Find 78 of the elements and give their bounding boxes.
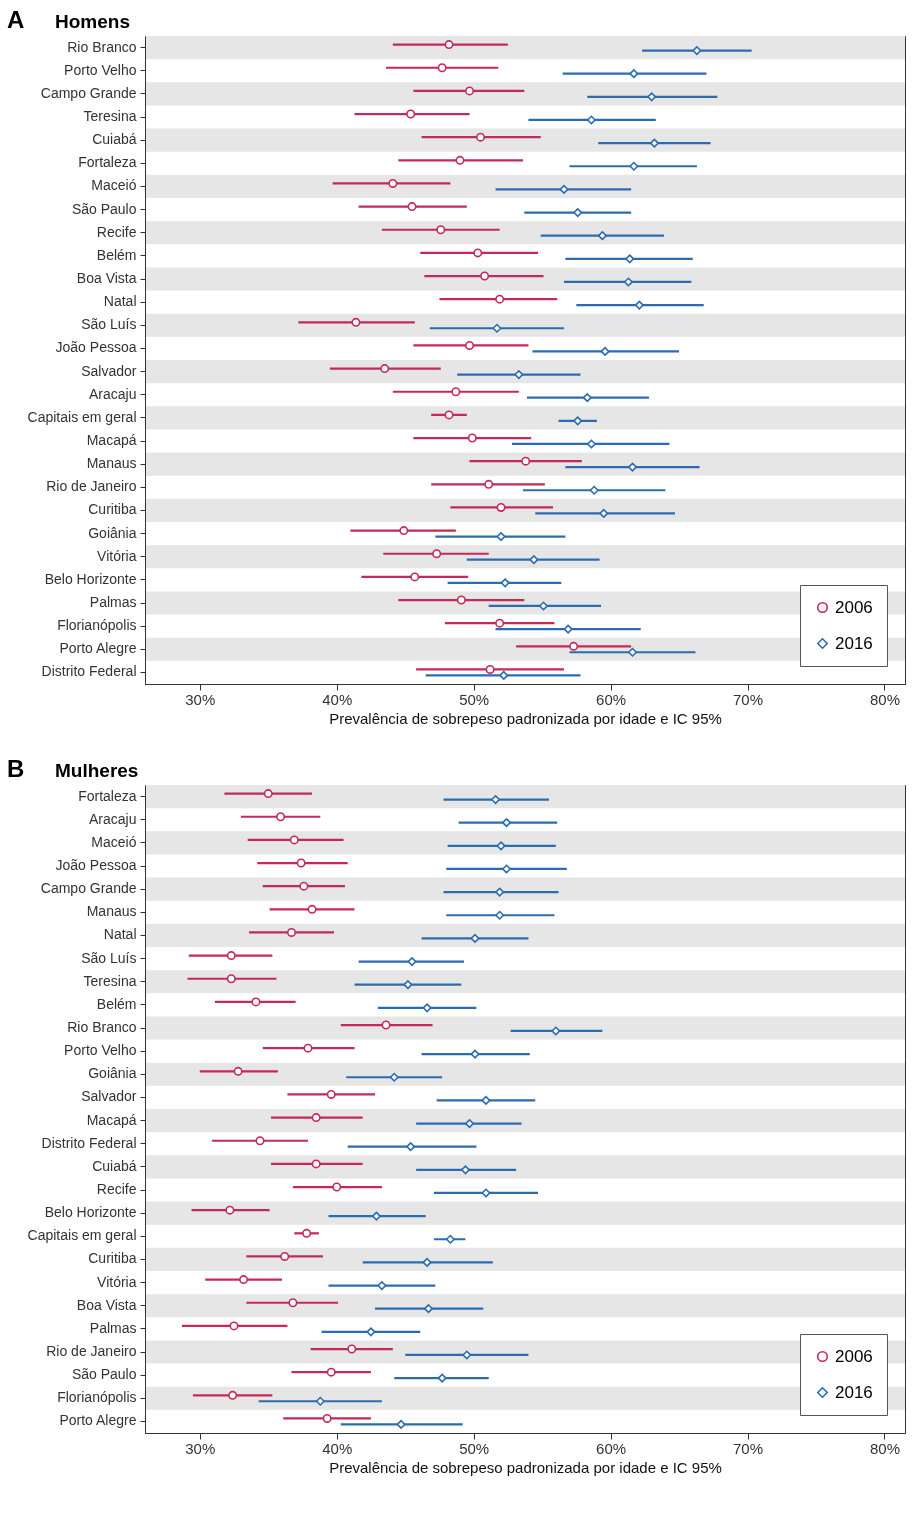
y-tick-label: Salvador <box>81 1088 137 1105</box>
x-tick-label: 40% <box>322 690 353 708</box>
y-tick-label: Curitiba <box>88 1250 137 1267</box>
y-tick-label: Maceió <box>91 833 137 850</box>
y-tick-label: Boa Vista <box>76 1296 137 1313</box>
y-tick-label: Porto Velho <box>64 61 137 78</box>
y-tick-label: Belém <box>96 246 137 263</box>
y-tick-label: Campo Grande <box>40 880 137 897</box>
text: B <box>7 755 25 782</box>
x-tick-label: 80% <box>869 1439 900 1457</box>
legend-label: 2016 <box>835 1382 873 1402</box>
chart-title: Mulheres <box>55 760 139 781</box>
y-tick-label: Belo Horizonte <box>44 1204 137 1221</box>
y-tick-label: Macapá <box>86 1111 137 1128</box>
y-tick-label: São Luís <box>81 316 137 333</box>
y-tick-label: Belém <box>96 995 137 1012</box>
x-tick-label: 70% <box>733 690 764 708</box>
y-tick-label: Teresina <box>83 972 137 989</box>
y-tick-label: Goiânia <box>88 524 137 541</box>
y-tick-label: Curitiba <box>88 501 137 518</box>
y-tick-label: Manaus <box>86 903 137 920</box>
y-tick-label: Natal <box>103 926 137 943</box>
y-tick-label: Aracaju <box>89 385 137 402</box>
y-tick-label: João Pessoa <box>55 339 137 356</box>
y-tick-label: Porto Velho <box>64 1042 137 1059</box>
y-tick-label: Fortaleza <box>78 154 137 171</box>
y-tick-label: Macapá <box>86 432 137 448</box>
y-tick-label: Palmas <box>89 1319 137 1336</box>
legend-label: 2006 <box>835 1346 873 1366</box>
y-tick-label: São Paulo <box>71 200 137 217</box>
y-tick-label: Vitória <box>97 1273 137 1290</box>
y-tick-label: Florianópolis <box>57 1389 137 1406</box>
y-tick-label: Belo Horizonte <box>44 570 137 587</box>
y-tick-label: Fortaleza <box>78 787 137 804</box>
y-tick-label: Capitais em geral <box>27 1227 137 1244</box>
legend-label: 2006 <box>835 597 873 617</box>
x-tick-label: 60% <box>596 1439 627 1457</box>
y-tick-label: Recife <box>96 1181 137 1197</box>
y-tick-label: Maceió <box>91 177 137 194</box>
x-tick-label: 50% <box>459 1439 490 1457</box>
y-tick-label: Rio Branco <box>67 38 137 55</box>
y-tick-label: Distrito Federal <box>41 1134 137 1151</box>
y-tick-label: Cuiabá <box>92 131 137 148</box>
y-tick-label: Porto Alegre <box>59 1412 137 1429</box>
y-tick-label: Goiânia <box>88 1065 137 1082</box>
y-tick-label: Distrito Federal <box>41 663 137 680</box>
y-tick-label: Capitais em geral <box>27 408 137 425</box>
x-tick-label: 60% <box>596 690 627 708</box>
x-tick-label: 80% <box>869 690 900 708</box>
x-tick-label: 40% <box>322 1439 353 1457</box>
x-tick-label: 30% <box>185 1439 216 1457</box>
y-tick-label: Cuiabá <box>92 1157 137 1174</box>
x-tick-label: 30% <box>185 690 216 708</box>
x-tick-label: 70% <box>733 1439 764 1457</box>
x-axis-title: Prevalência de sobrepeso padronizada por idade e IC 95% <box>329 709 722 727</box>
y-tick-label: Florianópolis <box>57 617 137 634</box>
y-tick-label: Vitória <box>97 547 137 564</box>
y-tick-label: Salvador <box>81 362 137 379</box>
y-tick-label: Aracaju <box>89 810 137 827</box>
y-tick-label: Rio de Janeiro <box>46 478 137 495</box>
y-tick-label: Boa Vista <box>76 270 137 286</box>
y-tick-label: João Pessoa <box>55 857 137 873</box>
y-tick-label: Rio Branco <box>67 1019 137 1035</box>
x-tick-label: 50% <box>459 690 490 708</box>
y-tick-label: Manaus <box>86 455 137 472</box>
chart-title: Homens <box>55 11 130 32</box>
x-axis-title: Prevalência de sobrepeso padronizada por idade e IC 95% <box>329 1458 722 1476</box>
y-tick-label: Recife <box>96 223 137 240</box>
y-tick-label: Porto Alegre <box>59 640 137 657</box>
y-tick-label: Campo Grande <box>40 84 137 101</box>
y-tick-label: São Luís <box>81 949 137 966</box>
y-tick-label: Teresina <box>83 108 137 124</box>
text: A <box>7 6 25 33</box>
y-tick-label: Natal <box>103 293 137 310</box>
y-tick-label: Palmas <box>89 594 137 610</box>
y-tick-label: São Paulo <box>71 1366 137 1383</box>
legend-label: 2016 <box>835 633 873 653</box>
y-tick-label: Rio de Janeiro <box>46 1343 137 1359</box>
